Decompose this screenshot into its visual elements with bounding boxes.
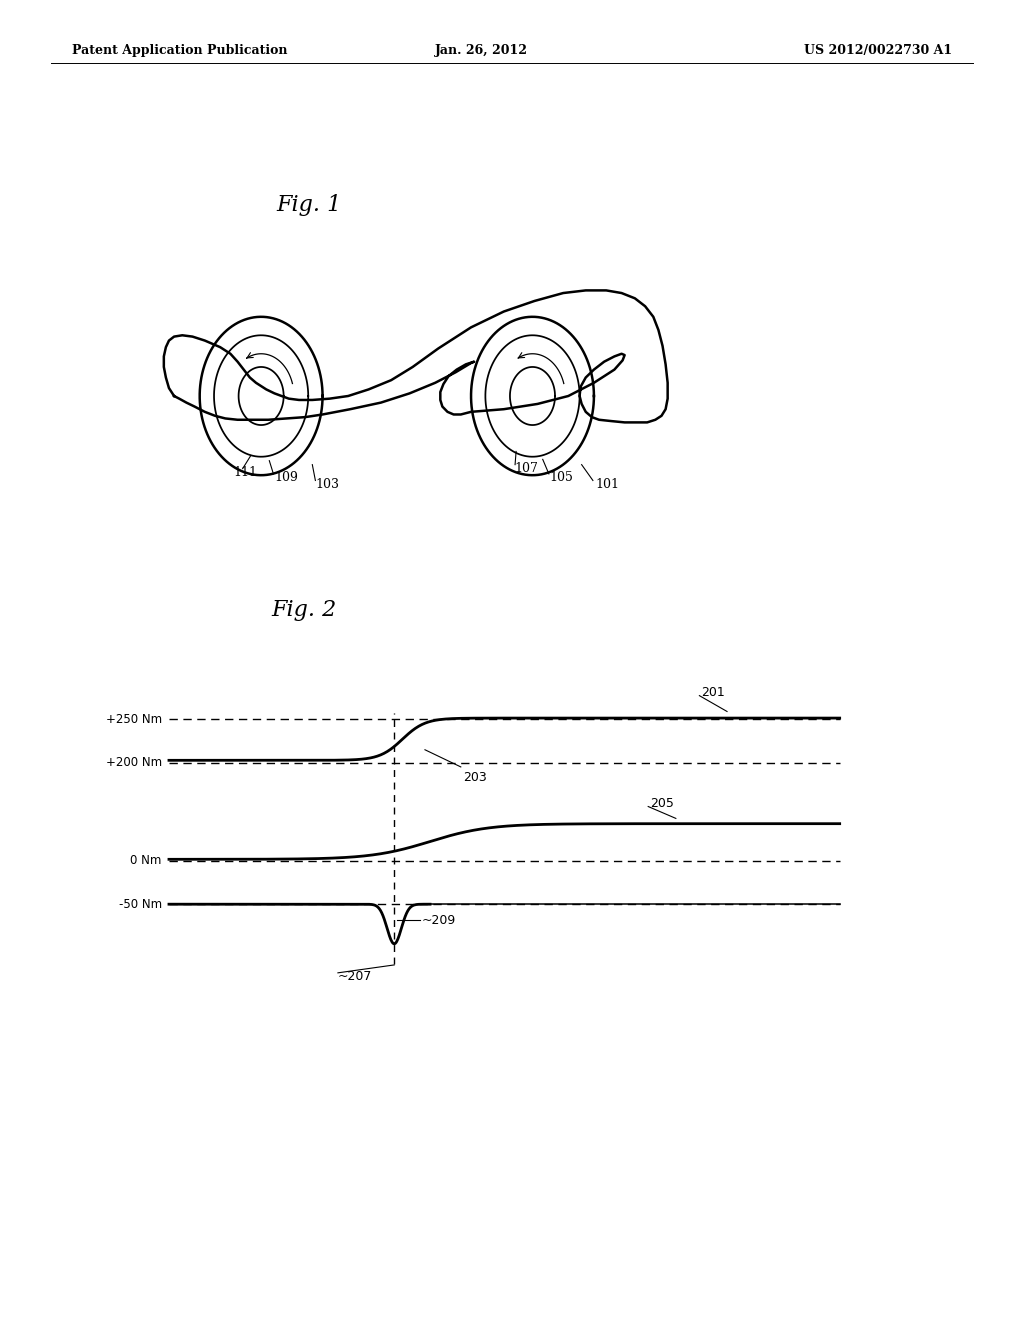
Text: 111: 111: [233, 466, 257, 479]
Text: 101: 101: [595, 478, 618, 491]
Text: +200 Nm: +200 Nm: [105, 756, 162, 770]
Text: -50 Nm: -50 Nm: [119, 898, 162, 911]
Text: 201: 201: [701, 686, 725, 700]
Text: ~207: ~207: [338, 970, 373, 983]
Text: Jan. 26, 2012: Jan. 26, 2012: [435, 44, 527, 57]
Text: 203: 203: [463, 771, 486, 784]
Text: 109: 109: [274, 471, 298, 484]
Text: Patent Application Publication: Patent Application Publication: [72, 44, 287, 57]
Text: Fig. 2: Fig. 2: [271, 599, 337, 620]
Text: US 2012/0022730 A1: US 2012/0022730 A1: [804, 44, 952, 57]
Text: 105: 105: [550, 471, 573, 484]
Text: ~209: ~209: [422, 913, 456, 927]
Text: 107: 107: [514, 462, 538, 475]
Text: Fig. 1: Fig. 1: [276, 194, 342, 215]
Text: 103: 103: [315, 478, 339, 491]
Text: +250 Nm: +250 Nm: [105, 713, 162, 726]
Text: 205: 205: [650, 797, 674, 810]
Text: 0 Nm: 0 Nm: [130, 854, 162, 867]
